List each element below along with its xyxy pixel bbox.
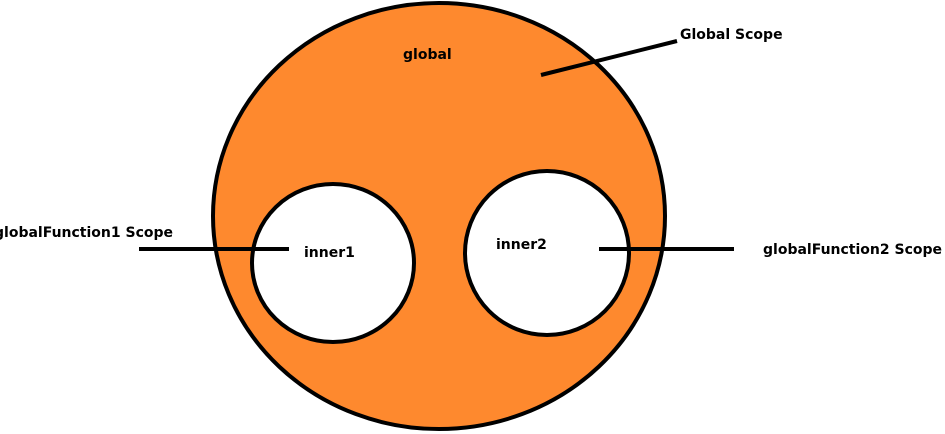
function1-scope-label: globalFunction1 Scope bbox=[0, 225, 173, 241]
global-label: global bbox=[403, 47, 452, 63]
inner1-label: inner1 bbox=[304, 245, 355, 261]
global-scope-label: Global Scope bbox=[680, 27, 783, 43]
inner1-scope-circle bbox=[250, 182, 416, 344]
inner2-label: inner2 bbox=[496, 237, 547, 253]
global-scope-pointer bbox=[540, 39, 678, 77]
inner2-scope-circle bbox=[463, 169, 631, 337]
function2-scope-label: globalFunction2 Scope bbox=[763, 242, 942, 258]
